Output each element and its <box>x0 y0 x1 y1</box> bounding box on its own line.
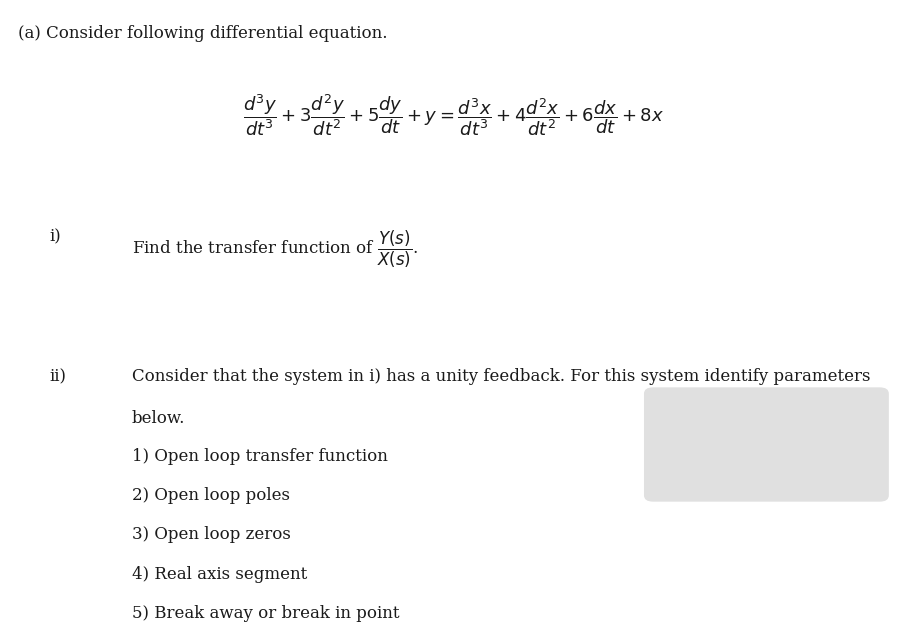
Text: 5) Break away or break in point: 5) Break away or break in point <box>132 605 399 622</box>
Text: 4) Real axis segment: 4) Real axis segment <box>132 566 307 583</box>
Text: $\dfrac{d^3y}{dt^3} + 3\dfrac{d^2y}{dt^2} + 5\dfrac{dy}{dt} + y = \dfrac{d^3x}{d: $\dfrac{d^3y}{dt^3} + 3\dfrac{d^2y}{dt^2… <box>243 92 664 138</box>
Text: 1) Open loop transfer function: 1) Open loop transfer function <box>132 448 387 465</box>
Text: below.: below. <box>132 410 185 427</box>
Text: (a) Consider following differential equation.: (a) Consider following differential equa… <box>18 25 387 43</box>
FancyBboxPatch shape <box>644 387 889 502</box>
Text: Consider that the system in i) has a unity feedback. For this system identify pa: Consider that the system in i) has a uni… <box>132 368 870 385</box>
Text: i): i) <box>50 229 62 246</box>
Text: 2) Open loop poles: 2) Open loop poles <box>132 487 289 504</box>
Text: 3) Open loop zeros: 3) Open loop zeros <box>132 526 290 544</box>
Text: ii): ii) <box>50 368 67 385</box>
Text: Find the transfer function of $\dfrac{Y(s)}{X(s)}$.: Find the transfer function of $\dfrac{Y(… <box>132 229 418 270</box>
